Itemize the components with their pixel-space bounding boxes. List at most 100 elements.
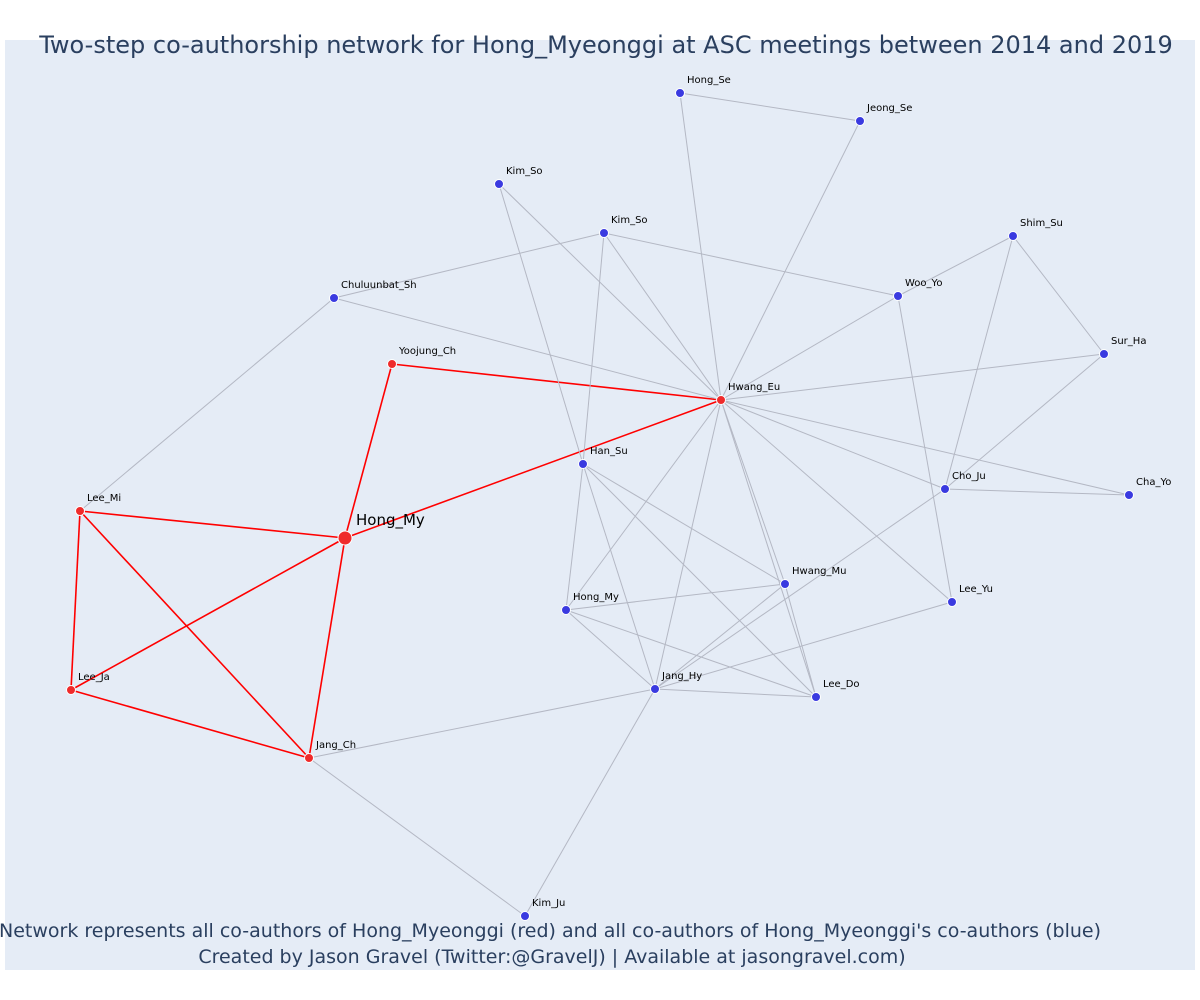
node-hong_se[interactable] — [675, 88, 685, 98]
node-label-lee_do: Lee_Do — [823, 679, 860, 690]
node-label-kim_so_2: Kim_So — [611, 215, 648, 226]
node-kim_ju[interactable] — [520, 911, 530, 921]
node-kim_so_2[interactable] — [599, 228, 609, 238]
edge-jang_ch-kim_ju — [308, 757, 526, 917]
node-label-cho_ju: Cho_Ju — [952, 471, 986, 482]
node-label-han_su: Han_Su — [590, 446, 628, 457]
node-label-shim_su: Shim_Su — [1020, 218, 1063, 229]
node-label-lee_ja: Lee_Ja — [78, 672, 110, 683]
node-woo_yo[interactable] — [893, 291, 903, 301]
node-lee_yu[interactable] — [947, 597, 957, 607]
edge-kim_so_2-hwang_eu — [603, 232, 722, 401]
edge-hong_my_focal-hwang_eu — [344, 399, 722, 539]
labels-layer: Hong_My Hwang_Eu Yoojung_Ch Lee_Mi Lee_Ja Jan… — [78, 75, 1171, 909]
edge-chuluunbat_sh-hwang_eu — [333, 297, 722, 401]
edge-hong_my_2-jang_hy — [565, 609, 656, 690]
edge-hwang_eu-lee_yu — [720, 399, 953, 603]
caption-line-1: Network represents all co-authors of Hon… — [0, 920, 1101, 942]
edge-woo_yo-hwang_eu — [720, 295, 899, 401]
edge-han_su-jang_hy — [582, 463, 656, 690]
node-han_su[interactable] — [578, 459, 588, 469]
edge-hong_my_focal-yoojung_ch — [344, 363, 393, 539]
edge-hwang_eu-cho_ju — [720, 399, 946, 490]
node-hong_my_2[interactable] — [561, 605, 571, 615]
edge-han_su-hong_my_2 — [565, 463, 584, 611]
node-jang_hy[interactable] — [650, 684, 660, 694]
edge-lee_mi-jang_ch — [79, 510, 310, 759]
node-jang_ch[interactable] — [304, 753, 314, 763]
node-hwang_mu[interactable] — [780, 579, 790, 589]
edges-layer — [70, 92, 1130, 917]
edge-shim_su-cho_ju — [944, 235, 1014, 490]
edge-shim_su-woo_yo — [897, 235, 1014, 297]
edge-jeong_se-hwang_eu — [720, 120, 861, 401]
edge-hong_my_focal-jang_ch — [308, 537, 346, 759]
node-label-jang_ch: Jang_Ch — [315, 740, 356, 751]
edge-hwang_mu-jang_hy — [654, 583, 786, 690]
node-lee_ja[interactable] — [66, 685, 76, 695]
edge-kim_so_2-chuluunbat_sh — [333, 232, 605, 299]
edge-sur_ha-cho_ju — [944, 353, 1105, 490]
plot-background — [5, 40, 1195, 970]
node-hong_my_focal[interactable] — [337, 530, 353, 546]
edge-han_su-hwang_mu — [582, 463, 786, 585]
edge-kim_so_1-han_su — [498, 183, 584, 465]
edge-hwang_mu-lee_do — [784, 583, 817, 698]
node-label-hong_my_2: Hong_My — [573, 592, 619, 603]
node-lee_do[interactable] — [811, 692, 821, 702]
chart-title: Two-step co-authorship network for Hong_… — [38, 31, 1173, 59]
edge-sur_ha-hwang_eu — [720, 353, 1105, 401]
edge-hong_my_focal-lee_mi — [79, 510, 346, 539]
edge-hwang_eu-cha_yo — [720, 399, 1130, 496]
node-hwang_eu[interactable] — [716, 395, 726, 405]
edge-lee_mi-lee_ja — [70, 510, 81, 691]
node-label-chuluunbat_sh: Chuluunbat_Sh — [341, 280, 417, 291]
node-label-hong_my_focal: Hong_My — [356, 511, 425, 530]
node-kim_so_1[interactable] — [494, 179, 504, 189]
edge-hwang_eu-hwang_mu — [720, 399, 786, 585]
node-label-hong_se: Hong_Se — [687, 75, 731, 86]
edge-hong_my_focal-lee_ja — [70, 537, 346, 691]
node-sur_ha[interactable] — [1099, 349, 1109, 359]
node-label-lee_mi: Lee_Mi — [87, 493, 121, 504]
edge-cho_ju-cha_yo — [944, 488, 1130, 496]
node-label-jeong_se: Jeong_Se — [866, 103, 912, 114]
edge-hong_se-jeong_se — [679, 92, 861, 122]
edge-hong_se-hwang_eu — [679, 92, 722, 401]
edge-hwang_mu-hong_my_2 — [565, 583, 786, 611]
node-label-jang_hy: Jang_Hy — [661, 671, 702, 682]
edge-shim_su-sur_ha — [1012, 235, 1105, 355]
edge-kim_so_2-han_su — [582, 232, 605, 465]
node-cha_yo[interactable] — [1124, 490, 1134, 500]
edge-kim_so_2-woo_yo — [603, 232, 899, 297]
node-label-lee_yu: Lee_Yu — [959, 584, 993, 595]
edge-jang_hy-lee_yu — [654, 601, 953, 690]
node-yoojung_ch[interactable] — [387, 359, 397, 369]
node-lee_mi[interactable] — [75, 506, 85, 516]
node-label-yoojung_ch: Yoojung_Ch — [398, 346, 456, 357]
node-label-sur_ha: Sur_Ha — [1111, 336, 1146, 347]
node-jeong_se[interactable] — [855, 116, 865, 126]
edge-chuluunbat_sh-lee_mi — [79, 297, 335, 512]
node-label-hwang_mu: Hwang_Mu — [792, 566, 846, 577]
node-cho_ju[interactable] — [940, 484, 950, 494]
node-shim_su[interactable] — [1008, 231, 1018, 241]
node-label-cha_yo: Cha_Yo — [1136, 477, 1171, 488]
node-label-hwang_eu: Hwang_Eu — [728, 382, 780, 393]
edge-jang_hy-lee_do — [654, 688, 817, 698]
nodes-layer — [66, 88, 1134, 921]
edge-hwang_eu-hong_my_2 — [565, 399, 722, 611]
edge-lee_ja-jang_ch — [70, 689, 310, 759]
node-label-kim_ju: Kim_Ju — [532, 898, 565, 909]
caption-line-2: Created by Jason Gravel (Twitter:@Gravel… — [198, 946, 905, 968]
edge-kim_so_1-hwang_eu — [498, 183, 722, 401]
edge-jang_hy-jang_ch — [308, 688, 656, 759]
edge-han_su-lee_do — [582, 463, 817, 698]
edge-hwang_eu-jang_hy — [654, 399, 722, 690]
edge-jang_hy-kim_ju — [524, 688, 656, 917]
node-chuluunbat_sh[interactable] — [329, 293, 339, 303]
edge-hong_my_2-lee_do — [565, 609, 817, 698]
edge-hwang_eu-lee_do — [720, 399, 817, 698]
edge-woo_yo-lee_yu — [897, 295, 953, 603]
